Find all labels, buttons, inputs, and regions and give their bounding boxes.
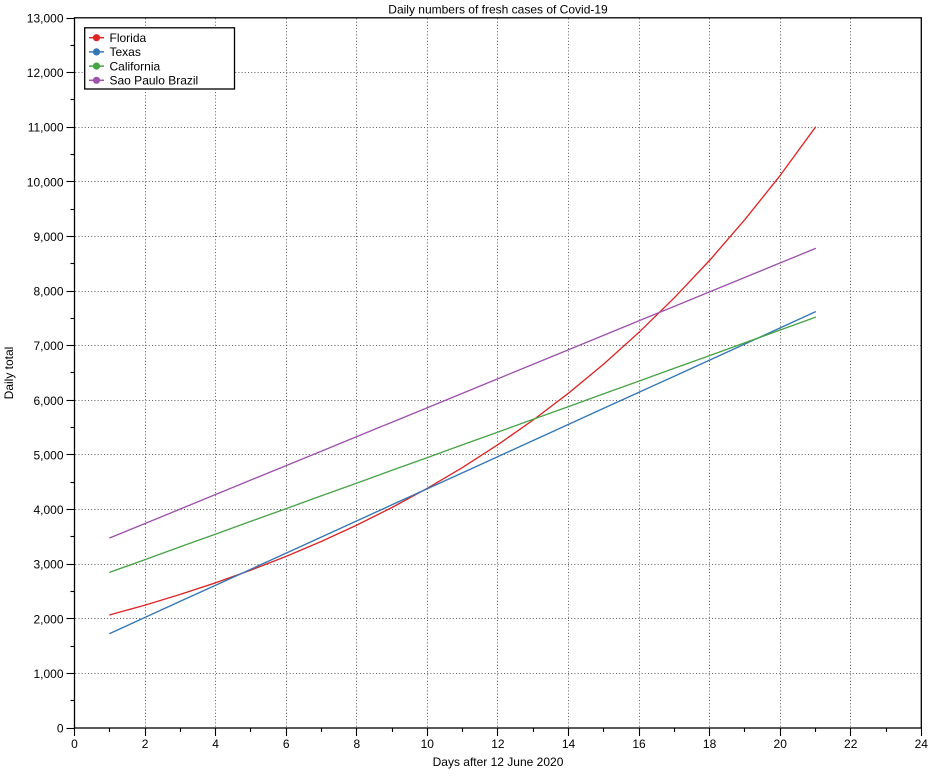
svg-text:10,000: 10,000: [27, 175, 64, 189]
svg-text:Florida: Florida: [110, 31, 147, 45]
svg-text:California: California: [110, 59, 161, 73]
svg-text:12: 12: [491, 737, 505, 751]
svg-text:7,000: 7,000: [33, 339, 63, 353]
svg-text:Sao Paulo Brazil: Sao Paulo Brazil: [110, 74, 199, 88]
svg-text:24: 24: [915, 737, 929, 751]
svg-text:4: 4: [212, 737, 219, 751]
svg-text:3,000: 3,000: [33, 558, 63, 572]
svg-text:22: 22: [844, 737, 858, 751]
svg-text:14: 14: [562, 737, 576, 751]
svg-text:1,000: 1,000: [33, 667, 63, 681]
svg-text:16: 16: [632, 737, 646, 751]
svg-text:9,000: 9,000: [33, 230, 63, 244]
svg-text:12,000: 12,000: [27, 66, 64, 80]
svg-text:2: 2: [142, 737, 149, 751]
svg-text:Daily total: Daily total: [2, 347, 16, 400]
svg-text:6: 6: [283, 737, 290, 751]
svg-text:2,000: 2,000: [33, 612, 63, 626]
svg-text:20: 20: [774, 737, 788, 751]
svg-text:Daily numbers of fresh cases o: Daily numbers of fresh cases of Covid-19: [388, 2, 608, 16]
svg-text:18: 18: [703, 737, 717, 751]
svg-text:Days after 12 June 2020: Days after 12 June 2020: [433, 755, 564, 769]
svg-text:4,000: 4,000: [33, 503, 63, 517]
svg-text:5,000: 5,000: [33, 448, 63, 462]
svg-text:11,000: 11,000: [28, 121, 64, 135]
svg-text:0: 0: [71, 737, 78, 751]
svg-text:0: 0: [57, 722, 64, 736]
svg-text:8: 8: [353, 737, 360, 751]
svg-text:8,000: 8,000: [33, 285, 63, 299]
svg-text:Texas: Texas: [110, 45, 141, 59]
svg-text:6,000: 6,000: [33, 394, 63, 408]
svg-text:13,000: 13,000: [27, 12, 64, 26]
svg-text:10: 10: [421, 737, 435, 751]
